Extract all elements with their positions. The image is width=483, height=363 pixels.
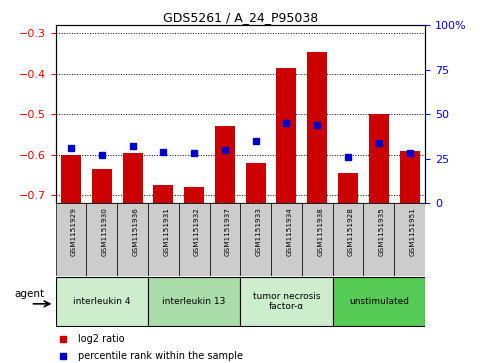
Text: percentile rank within the sample: percentile rank within the sample: [78, 351, 243, 361]
Bar: [246, 163, 266, 203]
Bar: [364, 203, 394, 276]
Bar: [240, 277, 333, 326]
Bar: [148, 277, 241, 326]
Text: GSM1151936: GSM1151936: [132, 207, 139, 256]
Bar: [240, 203, 271, 276]
Bar: [179, 203, 210, 276]
Text: GSM1151933: GSM1151933: [256, 207, 262, 256]
Bar: [369, 114, 389, 203]
Bar: [399, 151, 420, 203]
Bar: [333, 277, 425, 326]
Text: GSM1151934: GSM1151934: [286, 207, 293, 256]
Bar: [86, 203, 117, 276]
Bar: [307, 52, 327, 203]
Bar: [215, 126, 235, 203]
Bar: [333, 203, 364, 276]
Bar: [210, 203, 240, 276]
Text: unstimulated: unstimulated: [349, 297, 409, 306]
Bar: [61, 155, 81, 203]
Bar: [148, 203, 179, 276]
Title: GDS5261 / A_24_P95038: GDS5261 / A_24_P95038: [163, 11, 318, 24]
Text: GSM1151935: GSM1151935: [379, 207, 385, 256]
Text: GSM1151931: GSM1151931: [163, 207, 170, 256]
Bar: [338, 173, 358, 203]
Bar: [394, 203, 425, 276]
Text: interleukin 13: interleukin 13: [162, 297, 226, 306]
Text: GSM1151951: GSM1151951: [410, 207, 416, 256]
Bar: [56, 277, 148, 326]
Bar: [117, 203, 148, 276]
Bar: [184, 187, 204, 203]
Text: GSM1151929: GSM1151929: [71, 207, 77, 256]
Text: GSM1151938: GSM1151938: [317, 207, 323, 256]
Bar: [92, 169, 112, 203]
Text: tumor necrosis
factor-α: tumor necrosis factor-α: [253, 291, 320, 311]
Text: interleukin 4: interleukin 4: [73, 297, 130, 306]
Bar: [271, 203, 302, 276]
Text: GSM1151928: GSM1151928: [348, 207, 354, 256]
Text: agent: agent: [14, 289, 44, 299]
Bar: [123, 153, 142, 203]
Text: GSM1151932: GSM1151932: [194, 207, 200, 256]
Text: GSM1151937: GSM1151937: [225, 207, 231, 256]
Bar: [153, 185, 173, 203]
Bar: [56, 203, 86, 276]
Bar: [302, 203, 333, 276]
Bar: [276, 68, 297, 203]
Text: GSM1151930: GSM1151930: [102, 207, 108, 256]
Text: log2 ratio: log2 ratio: [78, 334, 124, 344]
